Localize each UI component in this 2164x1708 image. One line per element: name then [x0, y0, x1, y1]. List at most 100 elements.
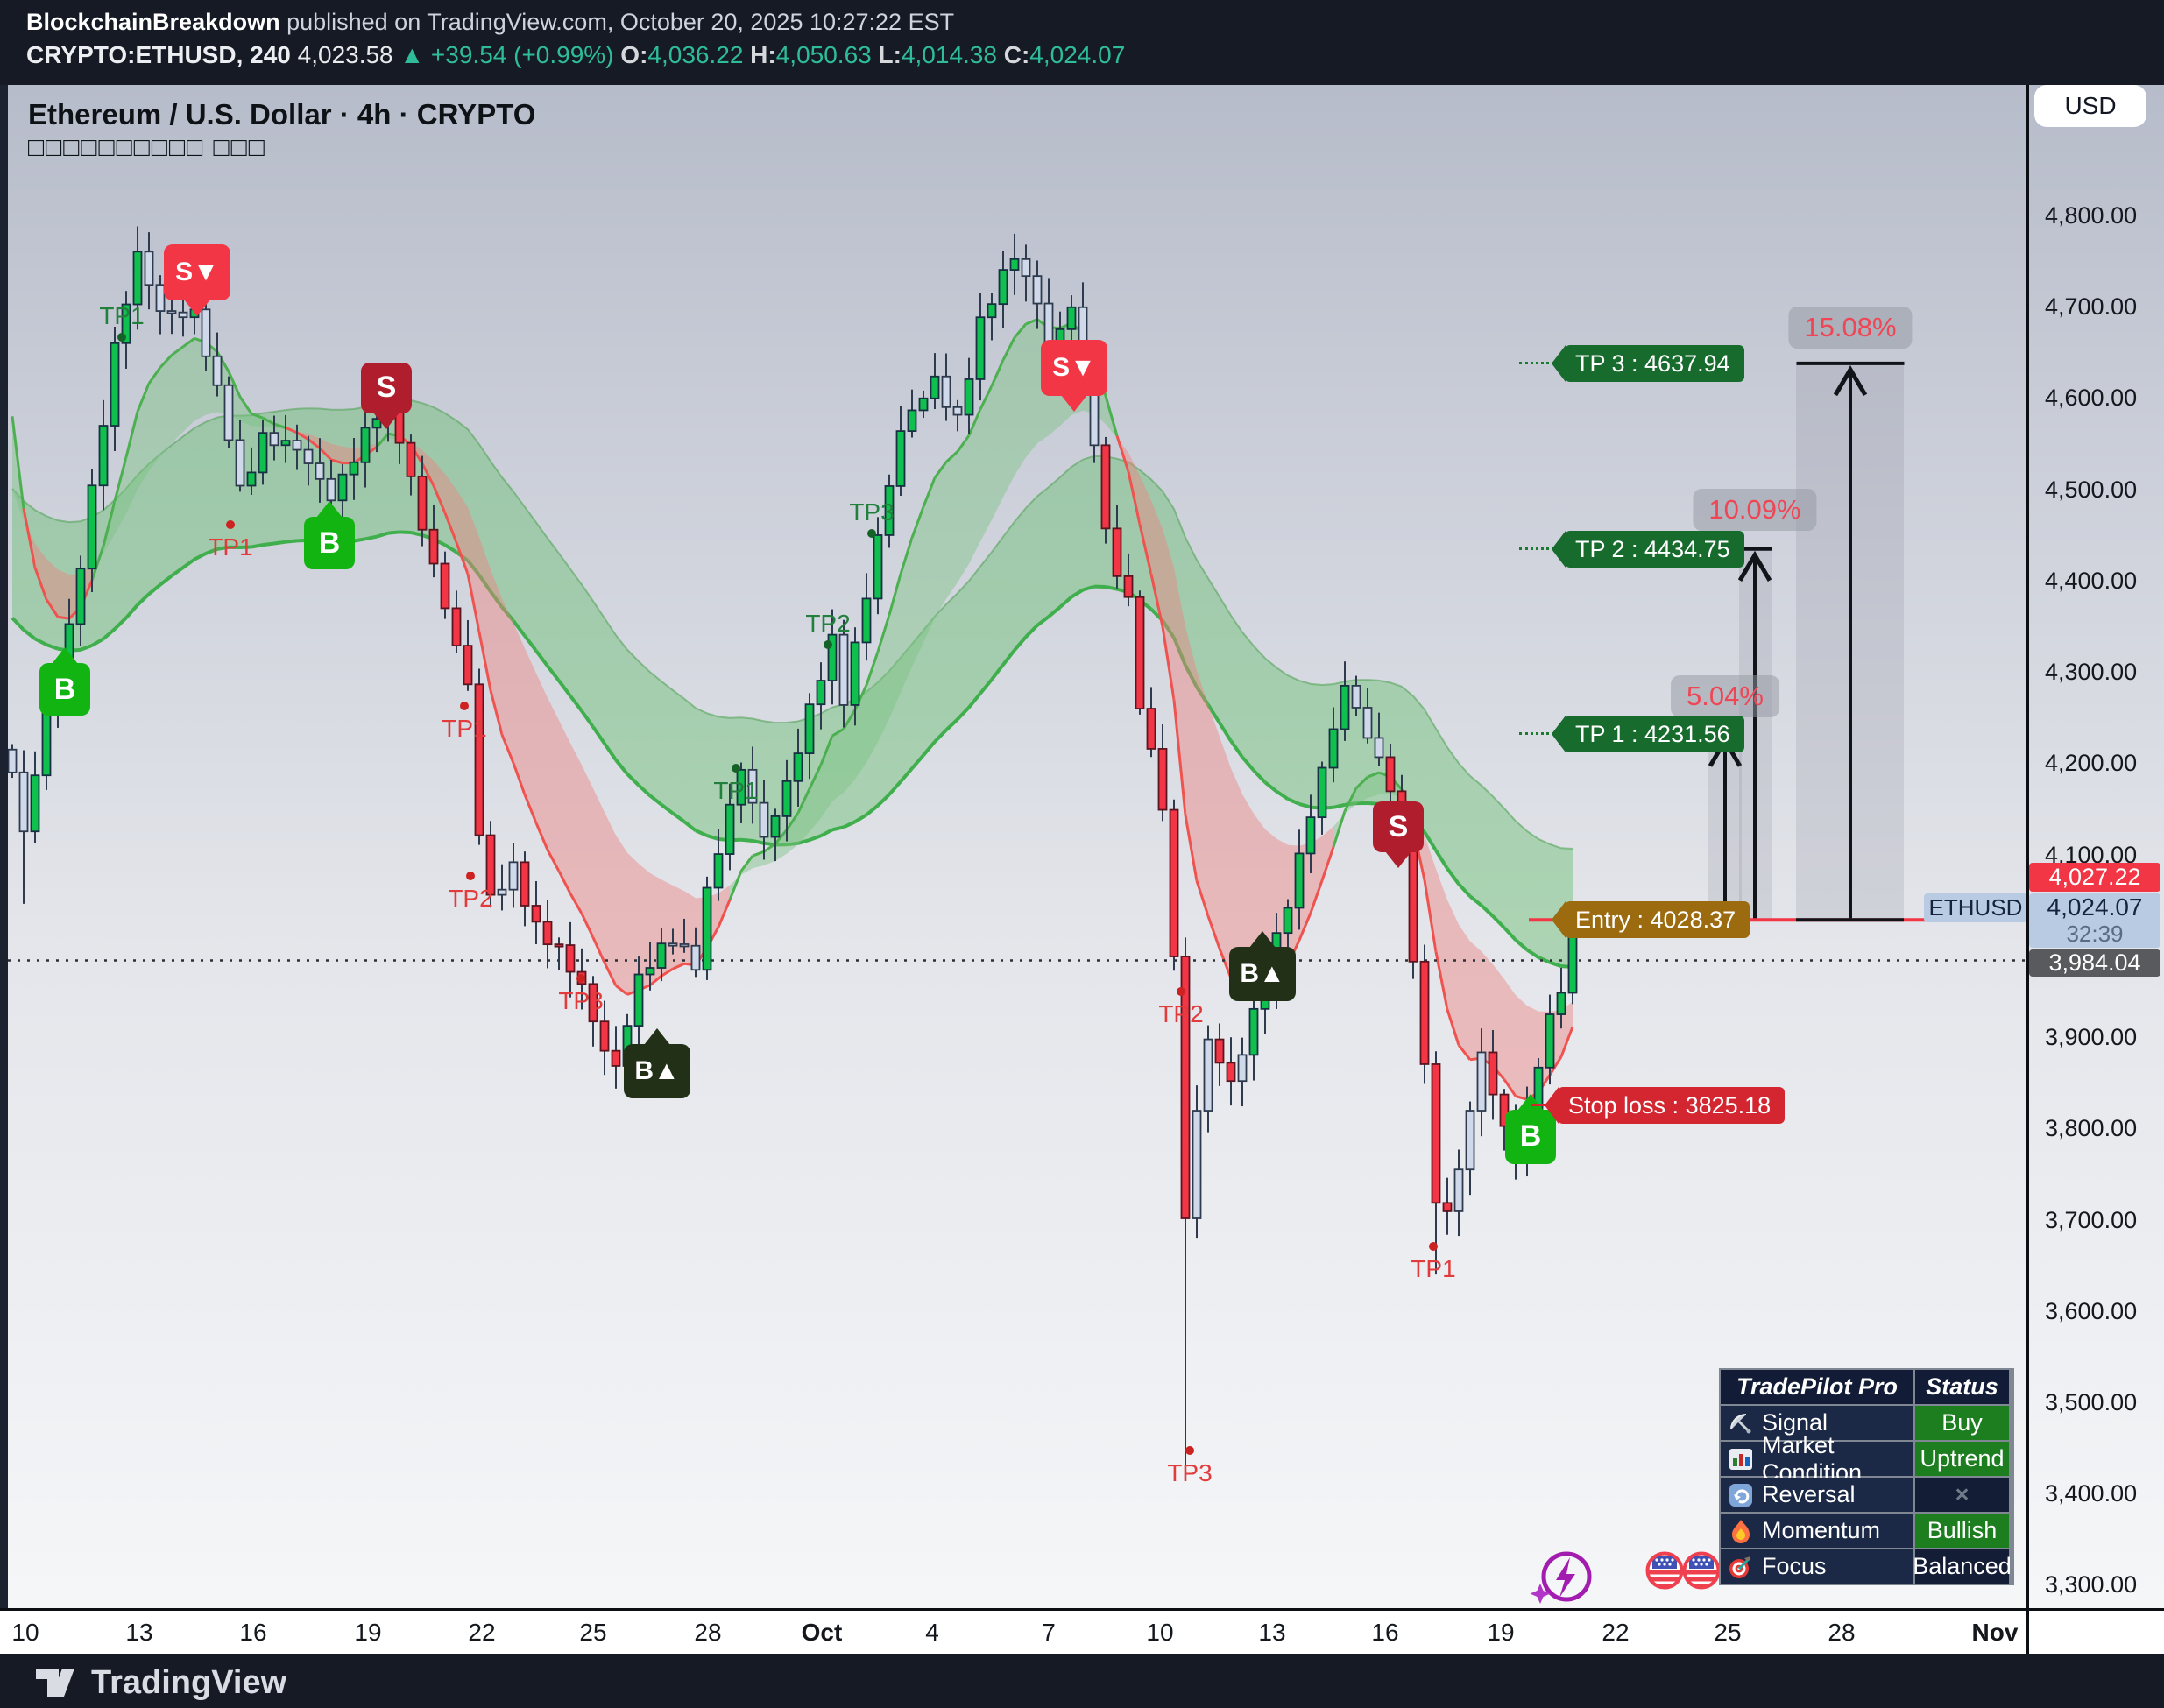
- time-tick[interactable]: 25: [579, 1619, 607, 1646]
- slow-band-upper-edge: [1435, 728, 1448, 748]
- candle-body: [474, 683, 484, 836]
- candle-body: [223, 384, 234, 441]
- candle-body: [679, 943, 690, 948]
- table-row-status: ×: [1915, 1478, 2009, 1512]
- tp1-price-tag[interactable]: TP 1 : 4231.56: [1552, 716, 1744, 753]
- price-scale-divider[interactable]: [2026, 85, 2029, 1654]
- time-tick[interactable]: 10: [11, 1619, 39, 1646]
- candle-body: [451, 607, 462, 647]
- slow-band-upper-edge: [888, 657, 902, 672]
- slow-trend-band: [844, 699, 855, 828]
- fast-ribbon-edge: [296, 431, 309, 441]
- fast-trend-ribbon: [1185, 626, 1197, 881]
- time-tick[interactable]: Oct: [801, 1619, 843, 1646]
- slow-band-lower-edge: [90, 637, 105, 647]
- slow-band-upper-edge: [1515, 820, 1528, 832]
- candle-body: [98, 425, 109, 487]
- alert-price-badge[interactable]: 4,027.22: [2029, 863, 2160, 892]
- time-tick[interactable]: 13: [125, 1619, 153, 1646]
- slow-band-lower-edge: [1423, 830, 1438, 852]
- fast-trend-ribbon: [969, 409, 980, 564]
- slow-trend-band: [1083, 455, 1094, 590]
- candle-body: [645, 967, 655, 976]
- table-row-focus: Focus: [1721, 1549, 1913, 1584]
- slow-trend-band: [1208, 578, 1220, 723]
- time-tick[interactable]: 22: [1602, 1619, 1630, 1646]
- last-price-badge[interactable]: 4,024.07 32:39: [2029, 893, 2160, 948]
- time-tick[interactable]: 19: [1487, 1619, 1515, 1646]
- buy-signal-marker: B▲: [624, 1027, 690, 1098]
- marker-pointer: [644, 1027, 670, 1045]
- fast-ribbon-edge: [421, 462, 435, 487]
- time-tick[interactable]: 25: [1714, 1619, 1742, 1646]
- time-tick[interactable]: 28: [1828, 1619, 1856, 1646]
- slow-band-upper-edge: [740, 716, 753, 720]
- candle-body: [280, 440, 291, 447]
- tradingview-logo[interactable]: TradingView: [32, 1663, 286, 1702]
- buy-signal-marker: B▲: [1229, 931, 1296, 1002]
- time-axis[interactable]: [0, 1608, 2164, 1656]
- entry-price-tag[interactable]: Entry : 4028.37: [1551, 901, 1750, 939]
- time-tick[interactable]: 16: [1371, 1619, 1399, 1646]
- prev-close-badge: 3,984.04: [2029, 949, 2160, 977]
- measurement-arrowhead: [1737, 550, 1772, 582]
- symbol-label[interactable]: ETHUSD: [1924, 893, 2027, 922]
- candle-body: [1032, 275, 1043, 305]
- slow-band-lower-edge: [376, 531, 389, 539]
- time-tick[interactable]: 13: [1258, 1619, 1286, 1646]
- slow-band-upper-edge: [1560, 847, 1573, 850]
- candle-body: [520, 861, 530, 907]
- time-tick[interactable]: 7: [1042, 1619, 1056, 1646]
- fast-ribbon-edge: [171, 345, 184, 356]
- candle-body: [588, 983, 598, 1023]
- fast-ribbon-edge: [865, 651, 880, 686]
- slow-trend-band: [1037, 487, 1049, 625]
- time-tick[interactable]: 22: [468, 1619, 496, 1646]
- time-tick[interactable]: 19: [354, 1619, 382, 1646]
- target-percent-label: 5.04%: [1671, 675, 1779, 717]
- time-tick[interactable]: 16: [239, 1619, 267, 1646]
- slow-band-lower-edge: [1172, 637, 1187, 667]
- tp-hit-label: TP1: [1411, 1254, 1456, 1282]
- time-tick[interactable]: Nov: [1971, 1619, 2019, 1646]
- slow-band-upper-edge: [1219, 596, 1232, 617]
- ohlc-value: 4,024.07: [1029, 41, 1126, 68]
- time-tick[interactable]: 10: [1146, 1619, 1174, 1646]
- slow-band-upper-edge: [661, 681, 674, 691]
- slow-band-lower-edge: [853, 813, 868, 823]
- fast-ribbon-edge: [318, 447, 333, 462]
- slow-band-lower-edge: [34, 637, 47, 646]
- candle-body: [246, 471, 257, 487]
- tp3-price-tag[interactable]: TP 3 : 4637.94: [1552, 344, 1744, 382]
- currency-toggle-button[interactable]: USD: [2034, 85, 2146, 127]
- slow-band-upper-edge: [1344, 679, 1357, 683]
- slow-band-upper-edge: [1048, 476, 1061, 488]
- chart-left-edge: [0, 85, 8, 1608]
- slow-band-upper-edge: [1002, 521, 1015, 538]
- slow-band-lower-edge: [740, 837, 753, 843]
- slow-trend-band: [958, 581, 969, 720]
- fast-trend-ribbon: [593, 788, 605, 963]
- fast-trend-ribbon: [1368, 773, 1379, 799]
- time-tick[interactable]: 4: [925, 1619, 939, 1646]
- author-name: BlockchainBreakdown: [26, 9, 280, 35]
- tp-hit-dot: [867, 528, 876, 538]
- slow-trend-band: [1254, 646, 1265, 783]
- slow-trend-band: [593, 601, 605, 744]
- slow-band-upper-edge: [877, 670, 890, 683]
- candle-body: [895, 430, 906, 487]
- slow-band-lower-edge: [1218, 722, 1233, 742]
- slow-trend-band: [1288, 675, 1299, 804]
- slow-band-lower-edge: [181, 557, 196, 569]
- fast-trend-ribbon: [810, 765, 821, 832]
- fast-trend-ribbon: [1140, 476, 1151, 575]
- stop-price-tag[interactable]: Stop loss : 3825.18: [1544, 1087, 1786, 1125]
- slow-band-lower-edge: [1241, 755, 1255, 772]
- fast-trend-ribbon: [1561, 1001, 1573, 1057]
- slow-band-lower-edge: [706, 834, 719, 841]
- tp-hit-dot: [460, 701, 469, 710]
- time-tick[interactable]: 28: [694, 1619, 722, 1646]
- fast-ribbon-edge: [1172, 699, 1187, 815]
- tp2-price-tag[interactable]: TP 2 : 4434.75: [1552, 530, 1744, 568]
- fast-ribbon-edge: [285, 426, 298, 434]
